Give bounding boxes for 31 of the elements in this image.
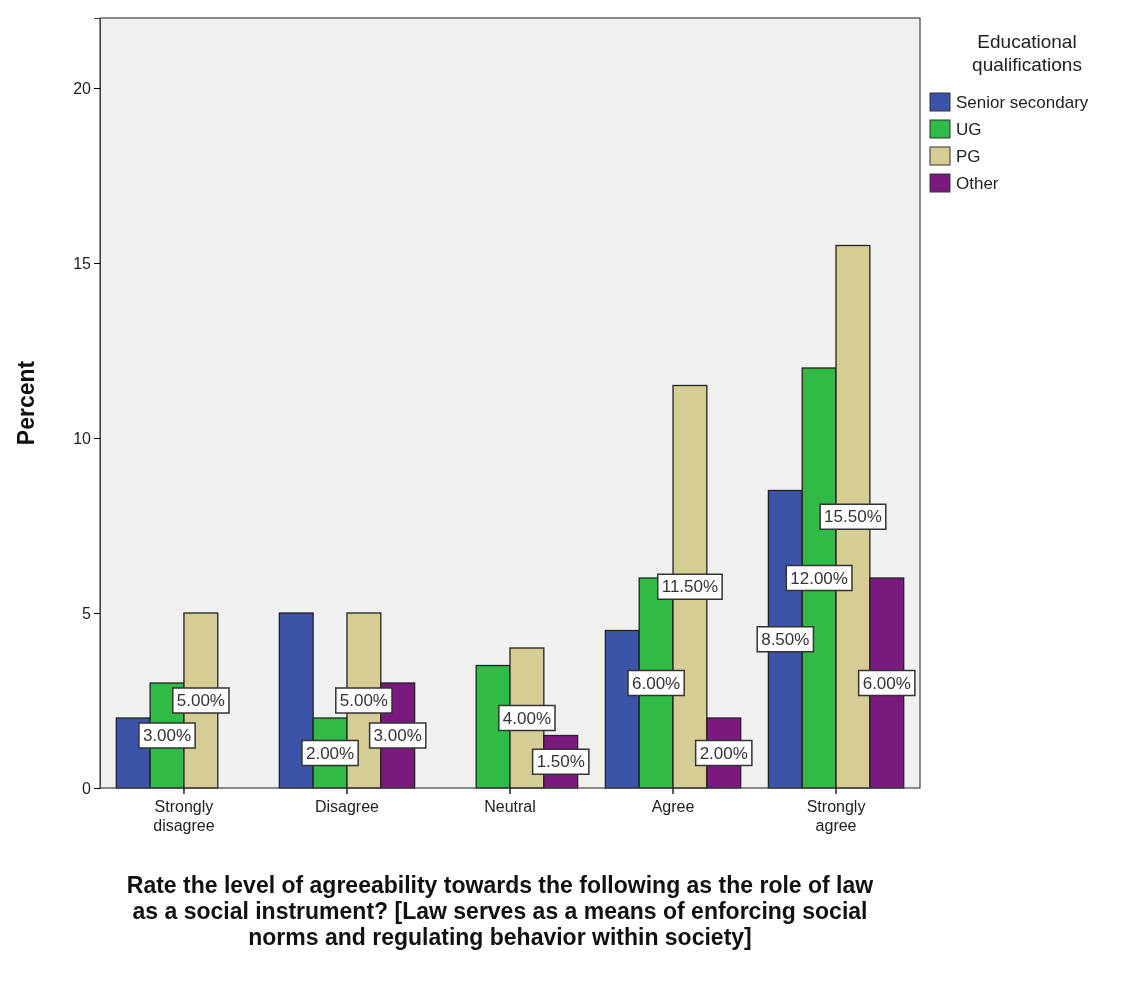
x-tick-label: Strongly agree bbox=[806, 798, 866, 834]
data-label: 11.50% bbox=[661, 577, 719, 597]
data-label: 3.00% bbox=[373, 726, 422, 745]
data-label: 1.50% bbox=[536, 752, 585, 772]
y-axis-title: Percent bbox=[13, 360, 39, 446]
data-label: 5.00% bbox=[339, 691, 388, 710]
data-label: 12.00% bbox=[790, 568, 848, 588]
data-label: 2.00% bbox=[699, 743, 748, 763]
y-tick-label: 15 bbox=[73, 254, 92, 272]
x-tick-label: Strongly disagree bbox=[153, 798, 215, 834]
legend-label: PG bbox=[956, 147, 981, 166]
y-tick-label: 0 bbox=[82, 779, 92, 797]
legend-label: UG bbox=[956, 120, 982, 139]
data-label: 4.00% bbox=[502, 708, 552, 728]
y-tick-label: 10 bbox=[73, 429, 92, 447]
x-tick-label: Neutral bbox=[484, 798, 536, 815]
x-tick-label: Agree bbox=[651, 798, 695, 815]
legend-label: Other bbox=[956, 174, 999, 193]
data-label: 15.50% bbox=[824, 507, 882, 527]
y-tick-label: 5 bbox=[82, 604, 92, 622]
x-axis-title: Rate the level of agreeability towards the following as the role of law as a social instrument? [Law serves as a means of enforcing social norms and regulating behavior within society] bbox=[126, 872, 874, 950]
data-label: 2.00% bbox=[305, 743, 355, 763]
y-tick-label: 20 bbox=[73, 79, 92, 97]
data-label: 5.00% bbox=[176, 691, 225, 710]
legend-title: Educational qualifications bbox=[972, 31, 1082, 75]
data-label: 8.50% bbox=[761, 629, 810, 649]
x-tick-label: Disagree bbox=[314, 798, 380, 815]
legend-label: Senior secondary bbox=[956, 93, 1089, 112]
data-label: 6.00% bbox=[862, 673, 911, 693]
data-label: 6.00% bbox=[632, 673, 681, 693]
data-label: 3.00% bbox=[142, 726, 192, 745]
